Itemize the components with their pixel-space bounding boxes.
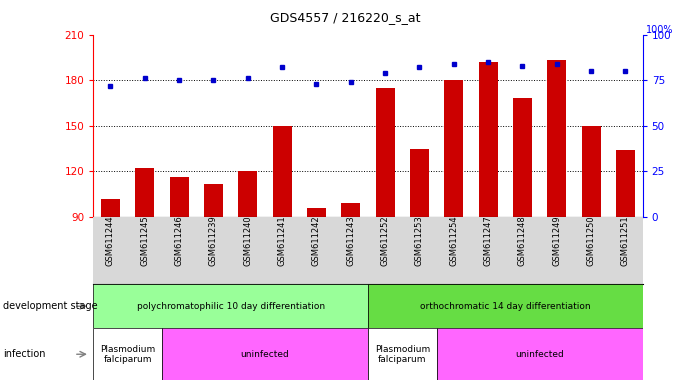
Bar (93, 284, 368, 328)
Bar (135, 168, 154, 217)
Bar (238, 171, 257, 217)
Text: development stage: development stage (3, 301, 98, 311)
Bar (479, 62, 498, 217)
Bar (582, 126, 600, 217)
Bar (204, 184, 223, 217)
Bar (101, 199, 120, 217)
Bar (368, 284, 643, 328)
Text: 100%: 100% (646, 25, 674, 35)
Bar (547, 60, 566, 217)
Bar (170, 177, 189, 217)
Bar (307, 208, 326, 217)
Bar (444, 80, 463, 217)
Bar (616, 150, 635, 217)
Bar (273, 126, 292, 217)
Bar (513, 98, 532, 217)
Text: Plasmodium
falciparum: Plasmodium falciparum (100, 344, 155, 364)
Text: uninfected: uninfected (240, 350, 290, 359)
Bar (368, 328, 437, 380)
Bar (341, 203, 360, 217)
Bar (437, 328, 643, 380)
Bar (93, 328, 162, 380)
Text: infection: infection (3, 349, 46, 359)
Text: GDS4557 / 216220_s_at: GDS4557 / 216220_s_at (270, 12, 421, 25)
Bar (410, 149, 429, 217)
Bar (376, 88, 395, 217)
Bar (162, 328, 368, 380)
Text: uninfected: uninfected (515, 350, 564, 359)
Text: Plasmodium
falciparum: Plasmodium falciparum (375, 344, 430, 364)
Text: orthochromatic 14 day differentiation: orthochromatic 14 day differentiation (420, 302, 591, 311)
Text: polychromatophilic 10 day differentiation: polychromatophilic 10 day differentiatio… (137, 302, 325, 311)
